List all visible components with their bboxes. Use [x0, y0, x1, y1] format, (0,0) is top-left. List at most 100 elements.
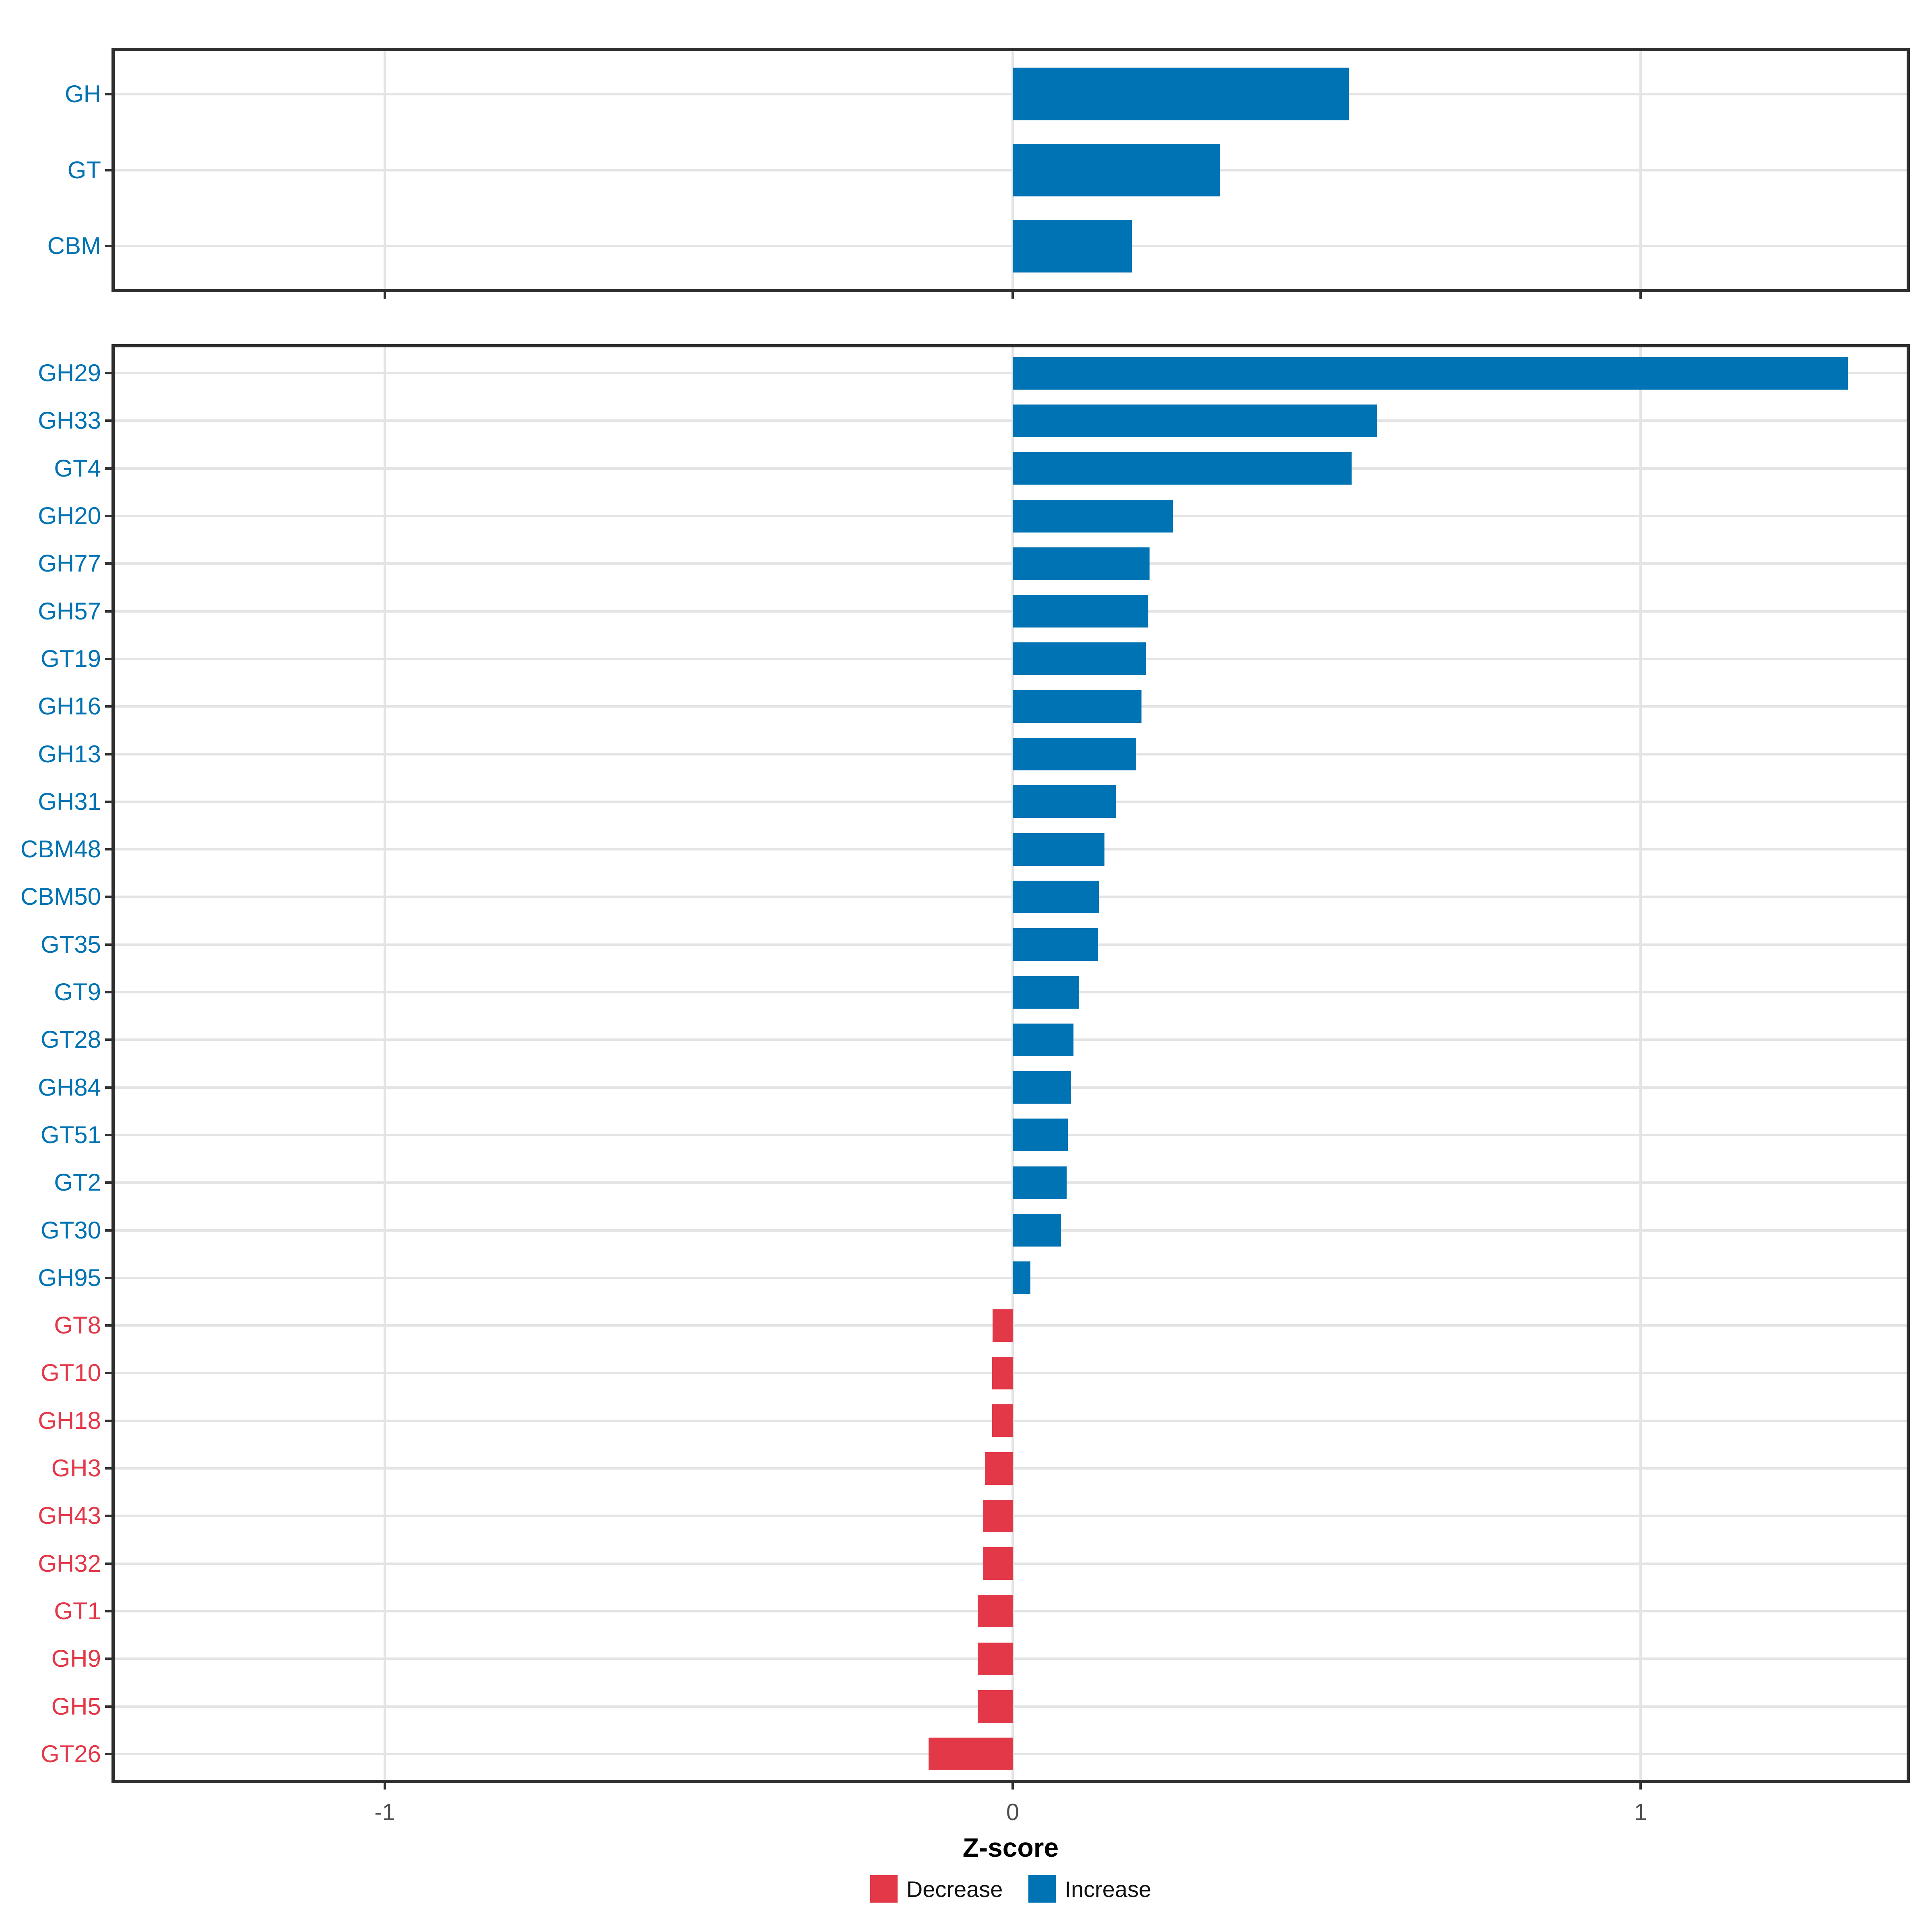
y-tick	[105, 753, 111, 755]
y-tick	[105, 1705, 111, 1708]
y-tick	[105, 93, 111, 95]
legend: Decrease Increase	[111, 1871, 1910, 1907]
category-label-GT: GT	[67, 156, 101, 184]
category-label-GH95: GH95	[38, 1264, 101, 1291]
category-label-GH31: GH31	[38, 788, 101, 815]
bar-GH84	[1013, 1071, 1071, 1104]
horizontal-gridline	[111, 800, 1910, 803]
category-label-GT8: GT8	[54, 1312, 101, 1339]
y-tick	[105, 800, 111, 803]
category-label-GH16: GH16	[38, 693, 101, 720]
bar-GT	[1013, 144, 1220, 196]
horizontal-gridline	[111, 372, 1910, 375]
bar-GH31	[1013, 785, 1116, 818]
horizontal-gridline	[111, 93, 1910, 95]
bar-GT9	[1013, 976, 1079, 1009]
y-tick	[105, 1276, 111, 1279]
y-tick	[105, 943, 111, 946]
horizontal-gridline	[111, 1038, 1910, 1041]
y-tick	[105, 848, 111, 851]
bar-GH9	[977, 1642, 1013, 1675]
x-tick	[384, 1783, 386, 1790]
bar-CBM50	[1013, 880, 1099, 913]
legend-item-decrease: Decrease	[870, 1875, 1003, 1903]
bar-GT30	[1013, 1214, 1061, 1247]
y-tick	[105, 1181, 111, 1184]
bar-GT1	[977, 1595, 1013, 1628]
bar-GT2	[1013, 1166, 1067, 1199]
category-label-GH33: GH33	[38, 407, 101, 434]
y-tick	[105, 1610, 111, 1612]
bar-GT28	[1013, 1023, 1074, 1056]
horizontal-gridline	[111, 753, 1910, 755]
x-tick	[1639, 292, 1642, 299]
bar-GH43	[983, 1499, 1013, 1532]
horizontal-gridline	[111, 1133, 1910, 1136]
y-tick	[105, 991, 111, 994]
x-tick-label: -1	[374, 1799, 395, 1825]
category-label-GH18: GH18	[38, 1407, 101, 1434]
y-tick	[105, 1086, 111, 1089]
legend-label-increase: Increase	[1065, 1876, 1152, 1902]
category-label-GH84: GH84	[38, 1073, 101, 1101]
x-tick	[1639, 1783, 1642, 1790]
category-label-GT26: GT26	[40, 1740, 101, 1767]
y-tick	[105, 1752, 111, 1755]
y-tick	[105, 1515, 111, 1517]
horizontal-gridline	[111, 610, 1910, 613]
bar-GH33	[1013, 404, 1377, 437]
vertical-gridline	[1639, 344, 1642, 1783]
x-axis-title: Z-score	[962, 1833, 1059, 1862]
bar-GH	[1013, 68, 1349, 121]
legend-item-increase: Increase	[1028, 1875, 1151, 1903]
category-label-CBM50: CBM50	[20, 883, 101, 910]
legend-label-decrease: Decrease	[906, 1876, 1003, 1902]
x-tick-label: 1	[1634, 1799, 1647, 1825]
y-tick	[105, 657, 111, 660]
category-label-GT10: GT10	[40, 1359, 101, 1387]
horizontal-gridline	[111, 943, 1910, 946]
y-tick	[105, 467, 111, 470]
increase-swatch-icon	[1028, 1875, 1056, 1903]
y-tick	[105, 1229, 111, 1232]
category-label-GH29: GH29	[38, 359, 101, 387]
bar-GH18	[992, 1404, 1013, 1437]
horizontal-gridline	[111, 169, 1910, 171]
category-label-GH77: GH77	[38, 550, 101, 577]
category-label-GH: GH	[65, 80, 101, 107]
y-tick	[105, 705, 111, 708]
y-tick	[105, 1562, 111, 1565]
bar-GH32	[983, 1547, 1013, 1580]
bar-GH57	[1013, 595, 1148, 628]
horizontal-gridline	[111, 1276, 1910, 1279]
category-label-GH43: GH43	[38, 1502, 101, 1530]
vertical-gridline	[1011, 344, 1014, 1783]
horizontal-gridline	[111, 515, 1910, 518]
x-tick	[384, 292, 386, 299]
bar-CBM48	[1013, 833, 1104, 866]
y-tick	[105, 1324, 111, 1327]
category-label-GH13: GH13	[38, 740, 101, 768]
y-tick	[105, 372, 111, 375]
category-label-GT4: GT4	[54, 454, 101, 482]
panel-cazyme-classes: GH GT CBM	[47, 48, 1910, 299]
category-label-GH32: GH32	[38, 1550, 101, 1577]
y-tick	[105, 1038, 111, 1041]
bar-GT10	[992, 1356, 1013, 1389]
y-tick	[105, 245, 111, 247]
decrease-swatch-icon	[870, 1875, 898, 1903]
category-label-GT51: GT51	[40, 1121, 101, 1148]
bar-GH77	[1013, 547, 1150, 580]
category-label-GH9: GH9	[51, 1645, 101, 1672]
y-tick	[105, 1372, 111, 1375]
horizontal-gridline	[111, 467, 1910, 470]
category-label-GH57: GH57	[38, 597, 101, 625]
y-tick	[105, 610, 111, 613]
category-label-GT2: GT2	[54, 1169, 101, 1196]
category-label-GT1: GT1	[54, 1597, 101, 1624]
category-label-CBM48: CBM48	[20, 836, 101, 863]
y-tick	[105, 515, 111, 518]
bar-GT51	[1013, 1119, 1068, 1152]
x-tick	[1011, 292, 1014, 299]
